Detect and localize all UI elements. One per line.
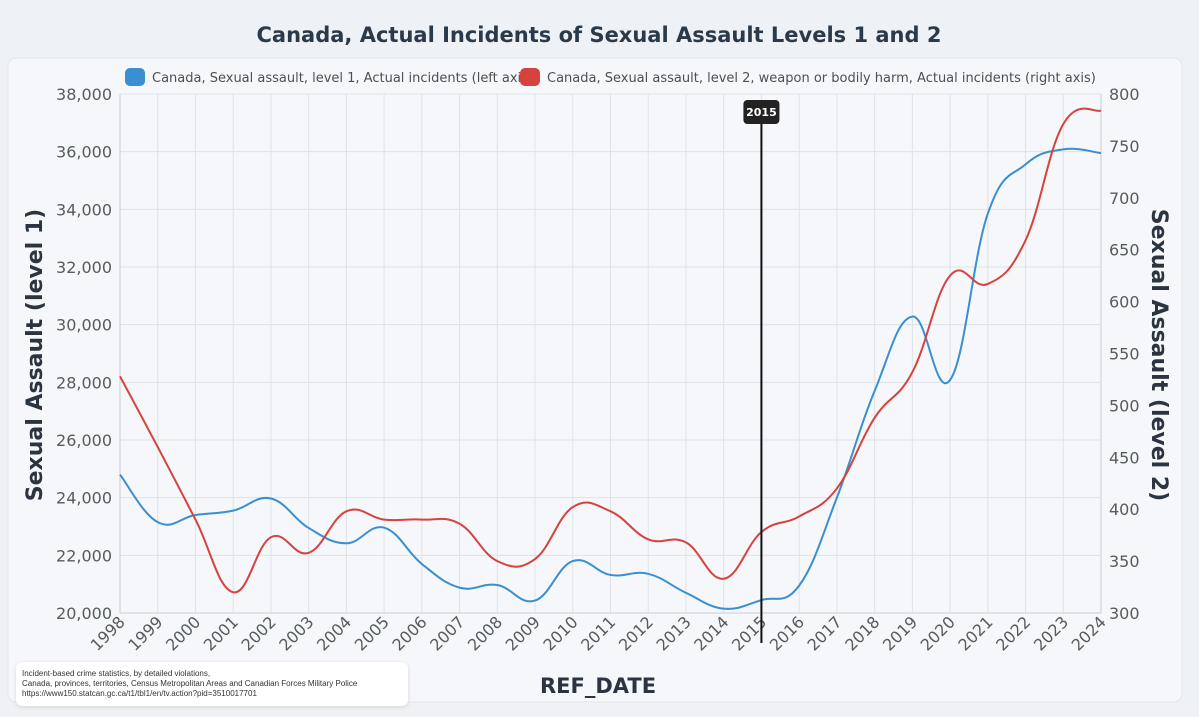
marker-label: 2015 <box>746 106 777 119</box>
y-left-tick-label: 34,000 <box>56 200 112 219</box>
y-right-tick-label: 350 <box>1109 552 1140 571</box>
y-left-tick-label: 38,000 <box>56 85 112 104</box>
y-right-tick-label: 500 <box>1109 396 1140 415</box>
y-axis-left-title: Sexual Assault (level 1) <box>23 209 48 501</box>
marker-badge <box>743 100 780 124</box>
y-left-tick-label: 22,000 <box>56 546 112 565</box>
y-axis-left: 20,000 22,000 24,000 26,000 28,000 30,000 32,0… <box>56 85 112 623</box>
y-right-tick-label: 700 <box>1109 189 1140 208</box>
legend-swatch-level2[interactable] <box>520 68 540 86</box>
source-line-3[interactable]: https://www150.statcan.gc.ca/t1/tbl1/en/… <box>22 689 257 698</box>
grid <box>119 93 1102 614</box>
y-right-tick-label: 600 <box>1109 293 1140 312</box>
series-line-level1[interactable] <box>119 147 1102 610</box>
year-marker: 2015 <box>743 100 780 643</box>
y-left-tick-label: 28,000 <box>56 373 112 392</box>
y-right-tick-label: 550 <box>1109 345 1140 364</box>
chart-title: Canada, Actual Incidents of Sexual Assau… <box>257 23 942 47</box>
legend-label-level2[interactable]: Canada, Sexual assault, level 2, weapon … <box>547 71 1096 86</box>
y-right-tick-label: 750 <box>1109 137 1140 156</box>
source-line-1: Incident-based crime statistics, by deta… <box>22 669 211 678</box>
y-left-tick-label: 26,000 <box>56 431 112 450</box>
y-right-tick-label: 300 <box>1109 604 1140 623</box>
legend-label-level1[interactable]: Canada, Sexual assault, level 1, Actual … <box>152 71 533 86</box>
y-left-tick-label: 30,000 <box>56 316 112 335</box>
y-left-tick-label: 32,000 <box>56 258 112 277</box>
y-left-tick-label: 20,000 <box>56 604 112 623</box>
plot-card <box>7 57 1183 703</box>
y-right-tick-label: 450 <box>1109 448 1140 467</box>
y-left-tick-label: 36,000 <box>56 143 112 162</box>
y-left-tick-label: 24,000 <box>56 489 112 508</box>
y-right-tick-label: 800 <box>1109 85 1140 104</box>
x-axis-title: REF_DATE <box>540 674 656 698</box>
y-right-tick-label: 400 <box>1109 500 1140 519</box>
source-note: Incident-based crime statistics, by deta… <box>16 662 408 706</box>
y-right-tick-label: 650 <box>1109 241 1140 260</box>
y-axis-right: 300 350 400 450 500 550 600 650 700 750 800 <box>1109 85 1140 623</box>
source-line-2: Canada, provinces, territories, Census M… <box>22 679 358 688</box>
legend[interactable]: Canada, Sexual assault, level 1, Actual … <box>125 68 1096 86</box>
series-lines <box>119 107 1102 610</box>
series-line-level2[interactable] <box>119 107 1102 594</box>
legend-swatch-level1[interactable] <box>125 68 145 86</box>
y-axis-right-title: Sexual Assault (level 2) <box>1146 209 1171 501</box>
